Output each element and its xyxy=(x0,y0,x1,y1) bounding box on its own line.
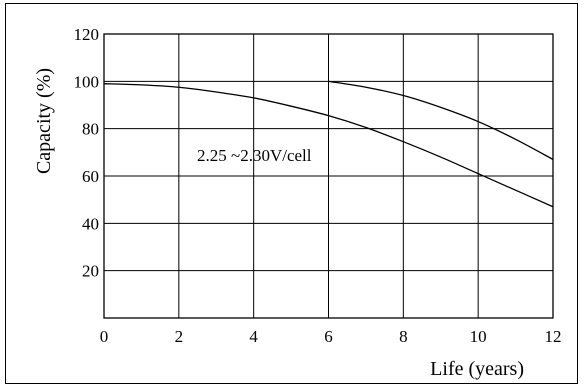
voltage-annotation: 2.25 ~2.30V/cell xyxy=(197,146,312,165)
series-line-1 xyxy=(103,83,554,208)
chart-frame xyxy=(5,3,578,384)
y-axis-label: Capacity (%) xyxy=(33,68,55,174)
y-tick-label: 80 xyxy=(82,120,99,139)
y-tick-labels: 20 40 60 80 100 120 xyxy=(74,25,100,281)
x-tick-labels: 0 2 4 6 8 10 12 xyxy=(100,327,562,346)
plot-area xyxy=(103,33,554,319)
y-tick-label: 40 xyxy=(82,214,99,233)
grid xyxy=(103,33,554,318)
x-axis-label: Life (years) xyxy=(430,358,524,380)
x-tick-label: 10 xyxy=(470,327,487,346)
x-tick-label: 4 xyxy=(249,327,258,346)
x-tick-label: 12 xyxy=(545,327,562,346)
x-tick-label: 2 xyxy=(175,327,184,346)
x-tick-label: 0 xyxy=(100,327,109,346)
y-tick-label: 60 xyxy=(82,167,99,186)
series-line-2 xyxy=(328,80,554,161)
series-layer xyxy=(103,80,554,208)
x-tick-label: 6 xyxy=(324,327,333,346)
x-tick-label: 8 xyxy=(399,327,408,346)
y-tick-label: 100 xyxy=(74,72,100,91)
y-tick-label: 20 xyxy=(82,262,99,281)
y-tick-label: 120 xyxy=(74,25,100,44)
